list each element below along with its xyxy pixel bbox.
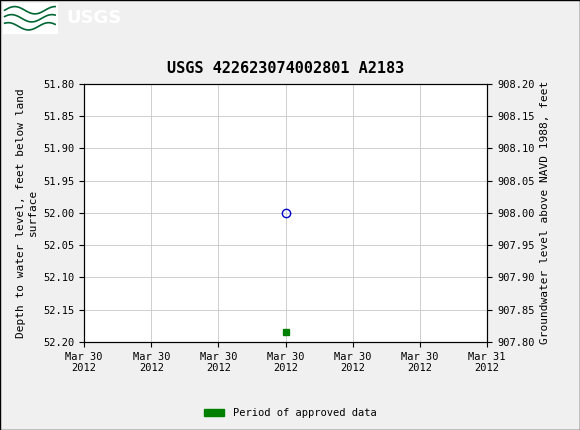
Y-axis label: Groundwater level above NAVD 1988, feet: Groundwater level above NAVD 1988, feet (540, 81, 550, 344)
Bar (3, 3, 58, 34)
Y-axis label: Depth to water level, feet below land
surface: Depth to water level, feet below land su… (16, 88, 38, 338)
Legend: Period of approved data: Period of approved data (200, 404, 380, 423)
Text: USGS: USGS (67, 9, 122, 27)
Title: USGS 422623074002801 A2183: USGS 422623074002801 A2183 (167, 61, 404, 76)
